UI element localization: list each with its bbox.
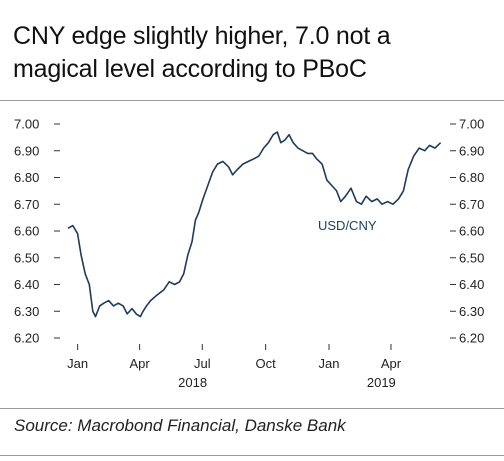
x-tick-label: Jan (319, 356, 340, 371)
source-note: Source: Macrobond Financial, Danske Bank (14, 416, 346, 435)
chart-title-line-2: magical level according to PBoC (13, 55, 367, 83)
y-tick-label-left: 6.30 (14, 304, 39, 319)
series-line-usd-cny (67, 131, 442, 318)
top-divider (0, 100, 504, 101)
y-tick-label-left: 6.20 (14, 331, 39, 346)
y-tick-label-left: 6.50 (14, 250, 39, 265)
y-tick-label-right: 6.70 (459, 197, 484, 212)
chart-title: CNY edge slightly higher, 7.0 not a magi… (13, 20, 493, 86)
y-tick-label-left: 7.00 (14, 117, 39, 132)
x-tick-label: Jul (194, 356, 211, 371)
bottom-divider (0, 408, 504, 409)
y-tick-label-right: 6.20 (459, 331, 484, 346)
series-label-usd-cny: USD/CNY (318, 218, 377, 233)
y-tick-label-right: 6.90 (459, 143, 484, 158)
y-tick-label-left: 6.80 (14, 170, 39, 185)
y-tick-label-left: 6.70 (14, 197, 39, 212)
x-tick-label: Jan (67, 356, 88, 371)
y-tick-label-left: 6.90 (14, 143, 39, 158)
chart-title-line-1: CNY edge slightly higher, 7.0 not a (13, 22, 391, 50)
y-tick-label-left: 6.40 (14, 277, 39, 292)
x-axis: Jan Apr Jul Oct Jan Apr 2018 2019 (67, 344, 402, 390)
y-axis-right: 7.00 6.90 6.80 6.70 6.60 6.50 6.40 6.30 6.20 (450, 117, 484, 346)
y-tick-label-right: 7.00 (459, 117, 484, 132)
y-axis-left: 7.00 6.90 6.80 6.70 6.60 6.50 6.40 6.30 6.20 (14, 117, 60, 346)
y-tick-label-left: 6.60 (14, 224, 39, 239)
x-tick-label: Apr (130, 356, 151, 371)
year-label: 2018 (178, 375, 207, 390)
y-tick-label-right: 6.30 (459, 304, 484, 319)
y-tick-label-right: 6.50 (459, 250, 484, 265)
y-tick-label-right: 6.60 (459, 224, 484, 239)
y-tick-label-right: 6.80 (459, 170, 484, 185)
x-tick-label: Oct (256, 356, 277, 371)
end-divider (0, 455, 504, 456)
x-tick-label: Apr (381, 356, 402, 371)
y-tick-label-right: 6.40 (459, 277, 484, 292)
year-label: 2019 (367, 375, 396, 390)
